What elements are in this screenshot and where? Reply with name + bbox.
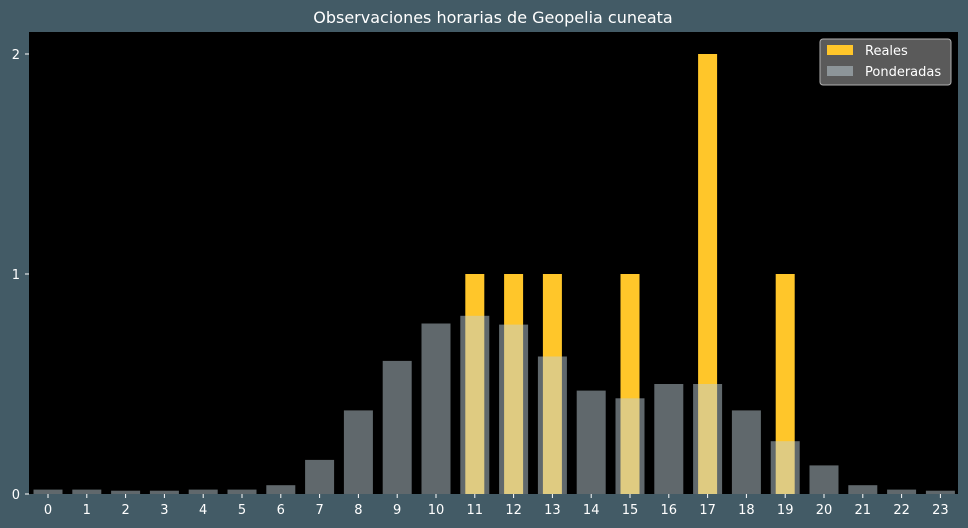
x-tick-label-17: 17 [699, 503, 716, 518]
bar-ponderadas-18 [731, 410, 761, 494]
x-tick-label-1: 1 [83, 503, 91, 518]
bar-ponderadas-22 [887, 489, 917, 494]
x-tick-label-4: 4 [199, 503, 207, 518]
x-tick-label-3: 3 [160, 503, 168, 518]
bar-ponderadas-5 [227, 489, 257, 494]
y-tick-label-1: 1 [12, 268, 20, 283]
x-tick-label-5: 5 [238, 503, 246, 518]
legend-swatch-reales [827, 45, 853, 55]
plot-area [29, 32, 958, 494]
bar-ponderadas-3 [149, 490, 179, 494]
x-tick-label-14: 14 [583, 503, 600, 518]
bar-ponderadas-7 [305, 459, 335, 494]
x-tick-label-13: 13 [544, 503, 561, 518]
chart-title: Observaciones horarias de Geopelia cunea… [313, 8, 672, 27]
bar-ponderadas-11 [460, 315, 490, 494]
ponderadas-series [33, 315, 955, 494]
x-tick-label-8: 8 [354, 503, 362, 518]
bar-ponderadas-4 [188, 489, 218, 494]
bar-ponderadas-17 [693, 384, 723, 494]
bar-ponderadas-19 [770, 441, 800, 494]
bar-reales-19 [775, 274, 795, 494]
legend-swatch-ponderadas [827, 66, 853, 76]
x-tick-label-22: 22 [893, 503, 910, 518]
x-tick-label-18: 18 [738, 503, 755, 518]
x-tick-label-19: 19 [777, 503, 794, 518]
bar-ponderadas-2 [111, 490, 141, 494]
bar-ponderadas-8 [343, 410, 373, 494]
bar-ponderadas-15 [615, 398, 645, 494]
x-tick-label-11: 11 [467, 503, 484, 518]
legend-label-ponderadas: Ponderadas [865, 65, 941, 80]
x-tick-label-23: 23 [932, 503, 949, 518]
x-tick-label-15: 15 [622, 503, 639, 518]
legend-label-reales: Reales [865, 44, 908, 59]
x-tick-label-7: 7 [315, 503, 323, 518]
x-tick-label-0: 0 [44, 503, 52, 518]
x-tick-label-9: 9 [393, 503, 401, 518]
bar-ponderadas-23 [925, 490, 955, 494]
bar-ponderadas-0 [33, 489, 63, 494]
bar-ponderadas-10 [421, 323, 451, 494]
bar-ponderadas-12 [499, 324, 529, 494]
x-tick-label-12: 12 [505, 503, 522, 518]
x-tick-label-21: 21 [855, 503, 872, 518]
bar-ponderadas-20 [809, 465, 839, 494]
x-tick-label-2: 2 [121, 503, 129, 518]
bar-ponderadas-14 [576, 390, 606, 494]
bar-ponderadas-21 [848, 485, 878, 494]
bar-ponderadas-13 [537, 356, 567, 494]
x-tick-label-16: 16 [661, 503, 678, 518]
x-axis: 0 1 2 3 4 5 6 7 8 9 10 11 12 13 14 15 16 17 18 19 20 21 22 23 [44, 494, 949, 518]
y-tick-label-2: 2 [12, 48, 20, 63]
bar-ponderadas-1 [72, 489, 102, 494]
bar-ponderadas-9 [382, 360, 412, 494]
bar-ponderadas-16 [654, 384, 684, 494]
bar-ponderadas-6 [266, 485, 296, 494]
x-tick-label-20: 20 [816, 503, 833, 518]
y-axis: 0 1 2 [12, 48, 29, 503]
legend: Reales Ponderadas [819, 38, 952, 86]
x-tick-label-10: 10 [428, 503, 445, 518]
y-tick-label-0: 0 [12, 488, 20, 503]
x-tick-label-6: 6 [277, 503, 285, 518]
